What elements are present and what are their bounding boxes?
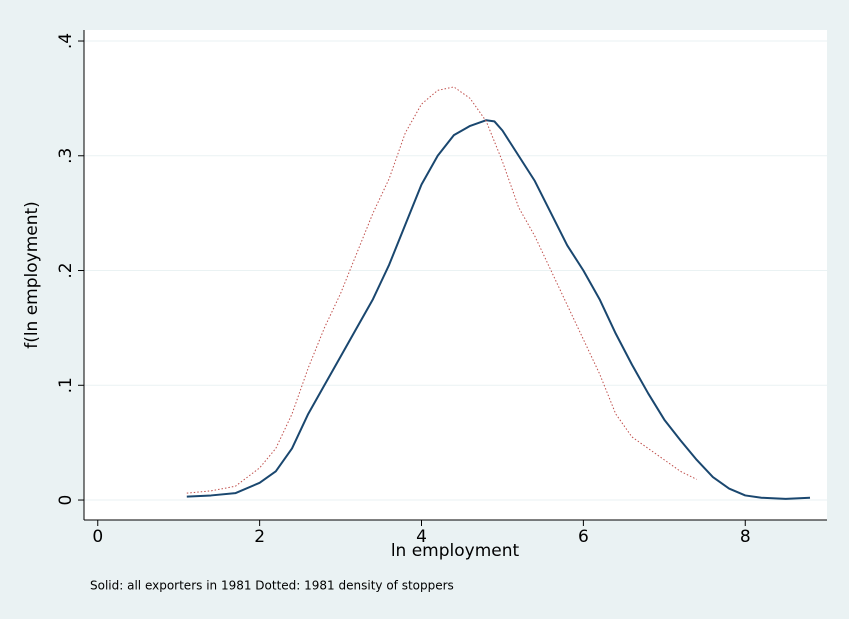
y-axis-label: f(ln employment) (22, 201, 42, 349)
x-tick-label: 6 (578, 527, 589, 547)
x-tick-label: 2 (254, 527, 265, 547)
y-tick-label: .4 (56, 33, 76, 49)
y-tick-label: .3 (56, 148, 76, 164)
plot-area (84, 30, 827, 520)
x-tick-label: 0 (92, 527, 103, 547)
y-tick-label: .1 (56, 377, 76, 393)
x-axis-label: ln employment (391, 541, 520, 561)
x-tick-label: 4 (416, 527, 427, 547)
y-tick-label: 0 (56, 495, 76, 506)
density-line (186, 119, 811, 500)
y-tick-label: .2 (56, 262, 76, 278)
x-tick-label: 8 (740, 527, 751, 547)
note: Solid: all exporters in 1981 Dotted: 198… (90, 579, 454, 593)
